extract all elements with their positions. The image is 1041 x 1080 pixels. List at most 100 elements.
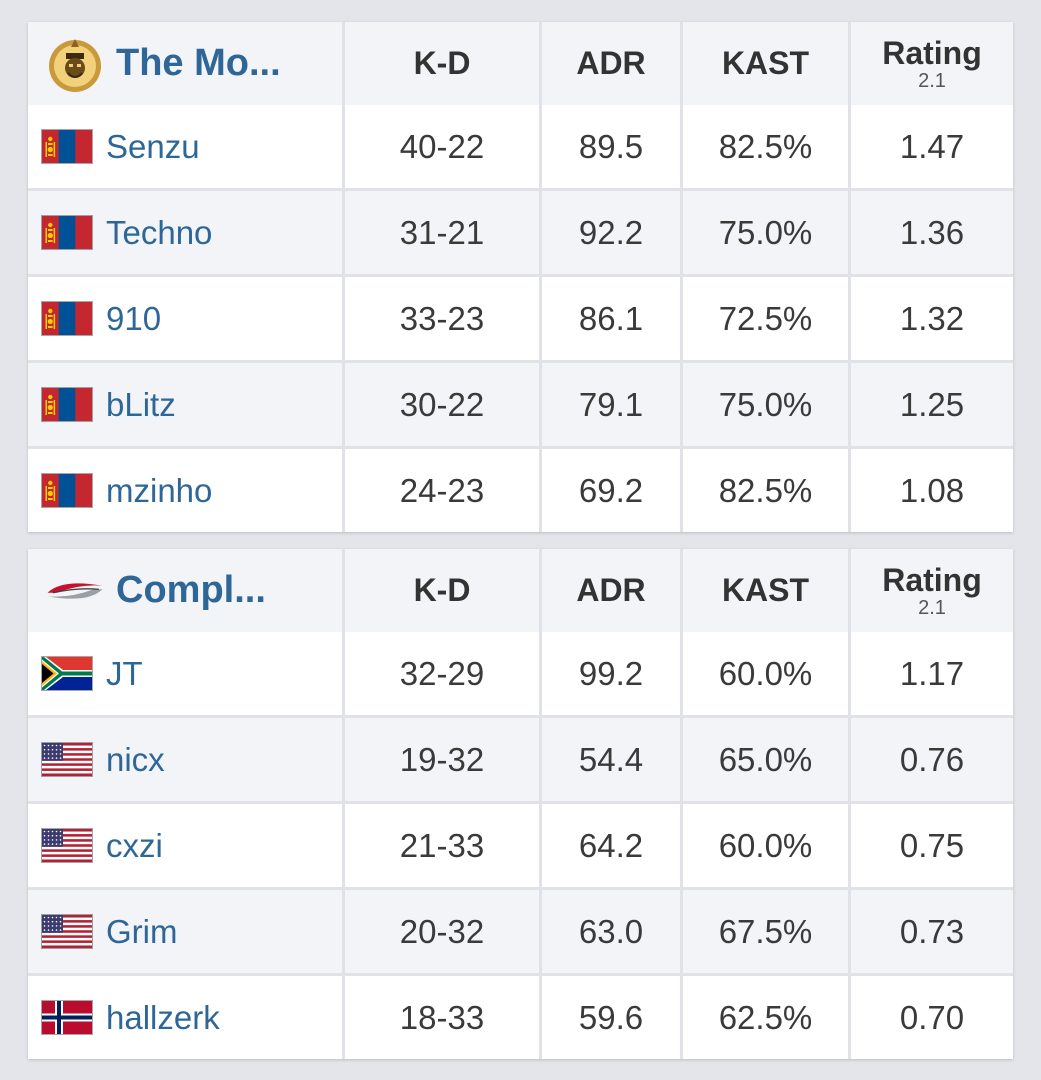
rating-value: 0.73 <box>848 890 1013 973</box>
column-header-adr[interactable]: ADR <box>539 22 680 105</box>
rating-value: 1.47 <box>848 105 1013 188</box>
team-name-link[interactable]: Compl... <box>116 569 266 612</box>
player-cell[interactable]: hallzerk <box>28 976 342 1059</box>
player-row: Techno 31-21 92.2 75.0% 1.36 <box>28 188 1013 274</box>
team-header[interactable]: Compl... <box>28 549 342 632</box>
player-row: mzinho 24-23 69.2 82.5% 1.08 <box>28 446 1013 532</box>
player-name-link[interactable]: Senzu <box>106 128 200 166</box>
team-mongolz-logo-icon <box>44 33 106 95</box>
adr-value: 63.0 <box>539 890 680 973</box>
adr-value: 89.5 <box>539 105 680 188</box>
rating-value: 1.17 <box>848 632 1013 715</box>
kd-value: 24-23 <box>342 449 539 532</box>
column-header-adr[interactable]: ADR <box>539 549 680 632</box>
kast-value: 65.0% <box>680 718 848 801</box>
rating-value: 1.08 <box>848 449 1013 532</box>
usa-flag-icon <box>28 743 92 776</box>
player-cell[interactable]: mzinho <box>28 449 342 532</box>
kast-value: 60.0% <box>680 804 848 887</box>
column-header-kast[interactable]: KAST <box>680 549 848 632</box>
mongolia-flag-icon <box>28 388 92 421</box>
column-header-rating[interactable]: Rating 2.1 <box>848 549 1013 632</box>
player-cell[interactable]: 910 <box>28 277 342 360</box>
adr-value: 54.4 <box>539 718 680 801</box>
player-cell[interactable]: Grim <box>28 890 342 973</box>
player-name-link[interactable]: JT <box>106 655 143 693</box>
player-row: nicx 19-32 54.4 65.0% 0.76 <box>28 715 1013 801</box>
usa-flag-icon <box>28 915 92 948</box>
player-cell[interactable]: Senzu <box>28 105 342 188</box>
rating-value: 0.75 <box>848 804 1013 887</box>
kd-value: 18-33 <box>342 976 539 1059</box>
kd-value: 19-32 <box>342 718 539 801</box>
kast-value: 82.5% <box>680 449 848 532</box>
player-row: Senzu 40-22 89.5 82.5% 1.47 <box>28 105 1013 188</box>
adr-value: 86.1 <box>539 277 680 360</box>
mongolia-flag-icon <box>28 216 92 249</box>
team-header[interactable]: The Mo... <box>28 22 342 105</box>
rating-label: Rating <box>882 37 982 69</box>
kast-value: 62.5% <box>680 976 848 1059</box>
kast-value: 60.0% <box>680 632 848 715</box>
team-name-link[interactable]: The Mo... <box>116 42 281 85</box>
rating-value: 0.70 <box>848 976 1013 1059</box>
player-name-link[interactable]: Techno <box>106 214 212 252</box>
adr-value: 64.2 <box>539 804 680 887</box>
player-name-link[interactable]: Grim <box>106 913 177 951</box>
rating-value: 0.76 <box>848 718 1013 801</box>
player-name-link[interactable]: mzinho <box>106 472 212 510</box>
kd-value: 32-29 <box>342 632 539 715</box>
norway-flag-icon <box>28 1001 92 1034</box>
team-complexity-logo-icon <box>44 560 106 622</box>
player-name-link[interactable]: bLitz <box>106 386 176 424</box>
column-header-kd[interactable]: K-D <box>342 22 539 105</box>
adr-value: 59.6 <box>539 976 680 1059</box>
kast-value: 72.5% <box>680 277 848 360</box>
player-cell[interactable]: Techno <box>28 191 342 274</box>
usa-flag-icon <box>28 829 92 862</box>
column-header-kd[interactable]: K-D <box>342 549 539 632</box>
player-name-link[interactable]: cxzi <box>106 827 163 865</box>
player-cell[interactable]: JT <box>28 632 342 715</box>
kast-value: 75.0% <box>680 363 848 446</box>
kast-value: 75.0% <box>680 191 848 274</box>
player-name-link[interactable]: hallzerk <box>106 999 220 1037</box>
player-cell[interactable]: bLitz <box>28 363 342 446</box>
player-name-link[interactable]: 910 <box>106 300 161 338</box>
mongolia-flag-icon <box>28 474 92 507</box>
team-stats-table: The Mo... K-D ADR KAST Rating 2.1 Senzu 4… <box>28 22 1013 532</box>
player-row: Grim 20-32 63.0 67.5% 0.73 <box>28 887 1013 973</box>
player-row: 910 33-23 86.1 72.5% 1.32 <box>28 274 1013 360</box>
mongolia-flag-icon <box>28 130 92 163</box>
player-name-link[interactable]: nicx <box>106 741 165 779</box>
rating-value: 1.25 <box>848 363 1013 446</box>
rating-version: 2.1 <box>918 598 946 618</box>
player-cell[interactable]: cxzi <box>28 804 342 887</box>
kd-value: 20-32 <box>342 890 539 973</box>
kd-value: 31-21 <box>342 191 539 274</box>
column-header-rating[interactable]: Rating 2.1 <box>848 22 1013 105</box>
adr-value: 69.2 <box>539 449 680 532</box>
kd-value: 30-22 <box>342 363 539 446</box>
adr-value: 99.2 <box>539 632 680 715</box>
player-row: hallzerk 18-33 59.6 62.5% 0.70 <box>28 973 1013 1059</box>
table-header-row: The Mo... K-D ADR KAST Rating 2.1 <box>28 22 1013 105</box>
player-row: bLitz 30-22 79.1 75.0% 1.25 <box>28 360 1013 446</box>
kast-value: 82.5% <box>680 105 848 188</box>
kd-value: 40-22 <box>342 105 539 188</box>
rating-value: 1.32 <box>848 277 1013 360</box>
rating-label: Rating <box>882 564 982 596</box>
mongolia-flag-icon <box>28 302 92 335</box>
kd-value: 21-33 <box>342 804 539 887</box>
kd-value: 33-23 <box>342 277 539 360</box>
kast-value: 67.5% <box>680 890 848 973</box>
team-stats-table: Compl... K-D ADR KAST Rating 2.1 JT 32-29… <box>28 549 1013 1059</box>
rating-value: 1.36 <box>848 191 1013 274</box>
adr-value: 92.2 <box>539 191 680 274</box>
player-row: JT 32-29 99.2 60.0% 1.17 <box>28 632 1013 715</box>
adr-value: 79.1 <box>539 363 680 446</box>
player-cell[interactable]: nicx <box>28 718 342 801</box>
table-header-row: Compl... K-D ADR KAST Rating 2.1 <box>28 549 1013 632</box>
player-row: cxzi 21-33 64.2 60.0% 0.75 <box>28 801 1013 887</box>
column-header-kast[interactable]: KAST <box>680 22 848 105</box>
